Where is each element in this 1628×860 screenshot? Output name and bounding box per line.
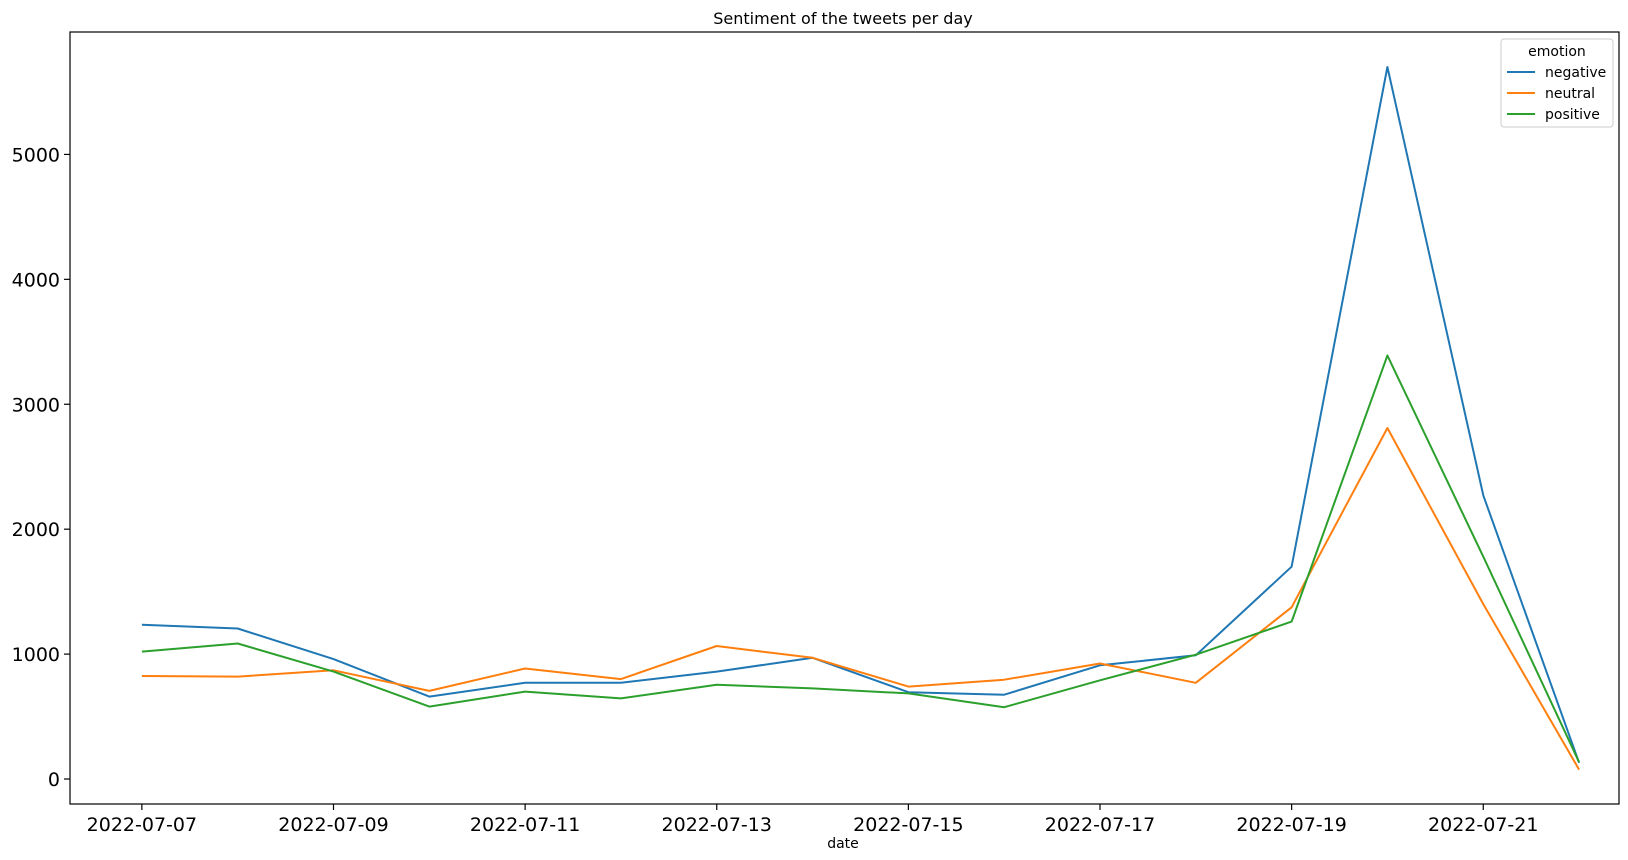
y-tick-label: 5000: [12, 144, 60, 166]
series-line-neutral: [141, 427, 1580, 771]
y-tick-label: 0: [48, 769, 60, 791]
x-axis-label: date: [827, 836, 859, 852]
x-tick-label: 2022-07-07: [87, 814, 197, 836]
x-tick-label: 2022-07-09: [278, 814, 388, 836]
x-tick-label: 2022-07-19: [1236, 814, 1346, 836]
plot-area: 0 1000 2000 3000 4000 5000 2022-07-07 2022-07-0…: [12, 31, 1620, 836]
y-tick-label: 1000: [12, 644, 60, 666]
x-tick-label: 2022-07-15: [853, 814, 963, 836]
series-line-negative: [141, 66, 1581, 764]
y-tick-label: 3000: [12, 394, 60, 416]
chart-title: Sentiment of the tweets per day: [713, 9, 972, 28]
y-tick-label: 2000: [12, 519, 60, 541]
y-tick-label: 4000: [12, 269, 60, 291]
legend-label-positive: positive: [1545, 107, 1600, 123]
series-line-positive: [141, 354, 1581, 763]
x-tick-label: 2022-07-21: [1428, 814, 1538, 836]
x-tick-label: 2022-07-17: [1045, 814, 1155, 836]
x-tick-label: 2022-07-13: [662, 814, 772, 836]
legend-title: emotion: [1528, 44, 1586, 60]
plot-frame: [69, 31, 1620, 805]
legend-label-neutral: neutral: [1545, 86, 1595, 102]
x-tick-label: 2022-07-11: [470, 814, 580, 836]
legend-box: [1500, 38, 1614, 128]
legend-label-negative: negative: [1545, 65, 1606, 81]
